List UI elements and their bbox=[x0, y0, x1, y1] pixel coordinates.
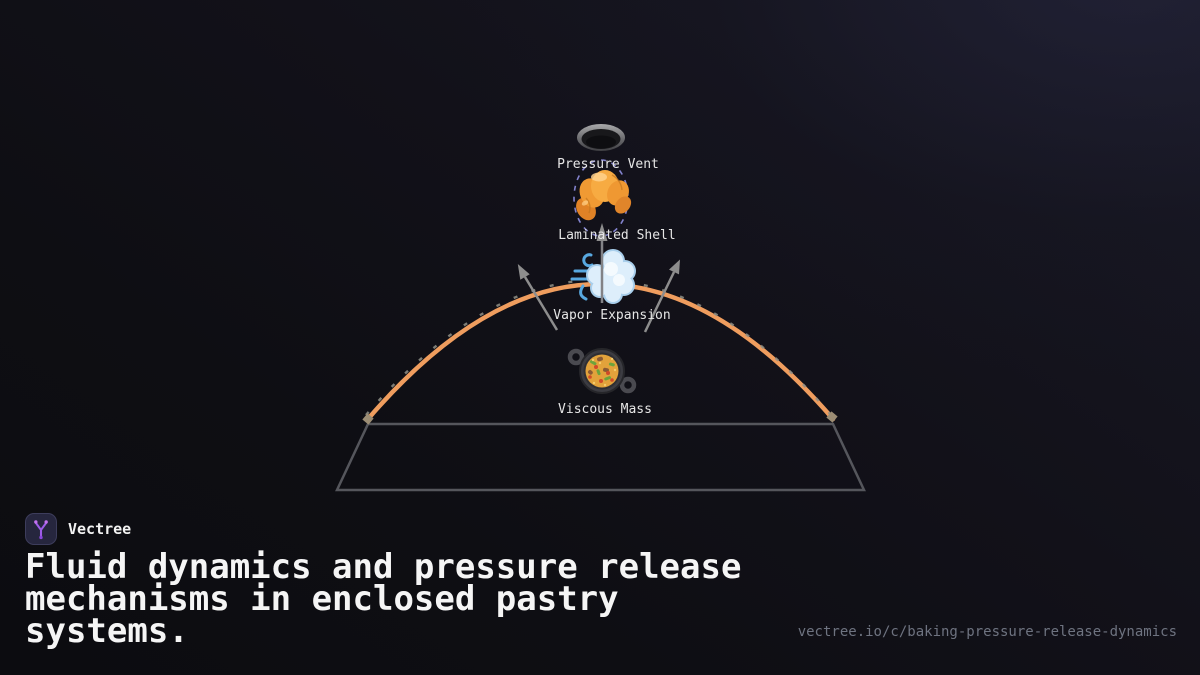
arc-endpoint-left bbox=[362, 413, 374, 425]
vectree-branch-icon bbox=[34, 520, 48, 540]
page-title: Fluid dynamics and pressure release mech… bbox=[25, 547, 742, 651]
croissant-icon bbox=[576, 170, 632, 221]
upward-arrow-icon bbox=[596, 223, 608, 303]
label-laminated-shell: Laminated Shell bbox=[558, 228, 676, 243]
hole-icon bbox=[577, 124, 625, 151]
dome-arc-ticks bbox=[365, 278, 832, 416]
base-trapezoid-outline bbox=[335, 422, 866, 492]
label-vapor-expansion: Vapor Expansion bbox=[553, 308, 671, 323]
brand-name: Vectree bbox=[68, 520, 132, 538]
pan-icon bbox=[567, 348, 637, 394]
label-viscous-mass: Viscous Mass bbox=[558, 402, 652, 417]
right-escape-arrow-icon bbox=[643, 259, 680, 333]
brand-logo bbox=[25, 513, 57, 545]
footer-url: vectree.io/c/baking-pressure-release-dyn… bbox=[797, 624, 1177, 640]
arc-endpoint-right bbox=[826, 411, 838, 423]
brand-row: Vectree bbox=[25, 513, 131, 545]
label-pressure-vent: Pressure Vent bbox=[557, 157, 659, 172]
left-escape-arrow-icon bbox=[517, 264, 559, 331]
vapor-icon bbox=[570, 249, 636, 304]
